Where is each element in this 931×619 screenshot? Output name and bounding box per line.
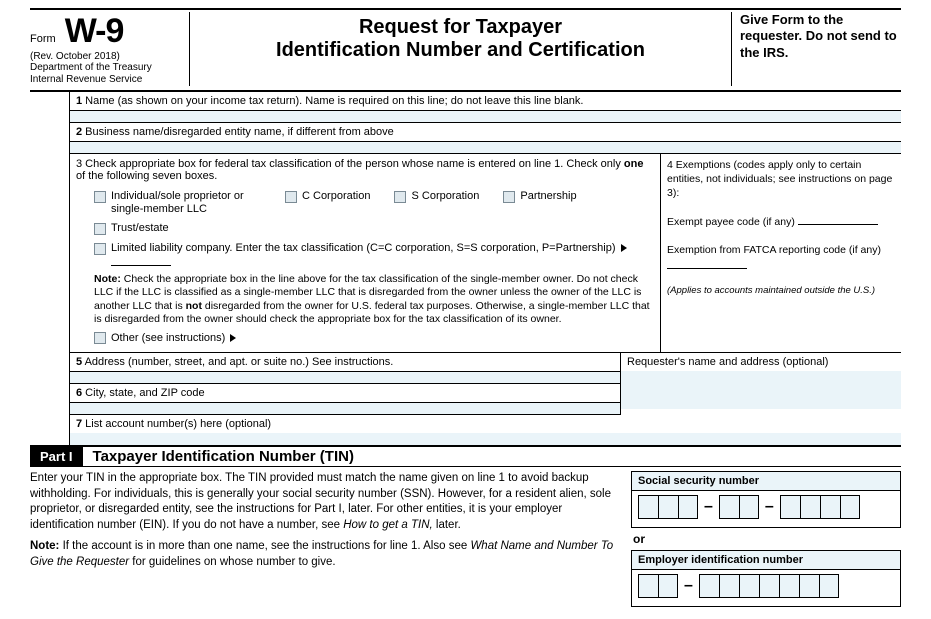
ssn-input[interactable]: – – [632,491,900,527]
line-2: 2 Business name/disregarded entity name,… [70,123,901,142]
part-1-header: Part I Taxpayer Identification Number (T… [30,445,901,467]
checkbox-other[interactable] [94,332,106,344]
form-code: W-9 [65,12,124,50]
line-7-input[interactable] [70,433,901,445]
form-header: Form W-9 (Rev. October 2018) Department … [30,12,901,92]
line-1-input[interactable] [70,111,901,123]
line-2-input[interactable] [70,142,901,154]
ssn-box: Social security number – – [631,471,901,528]
ein-box: Employer identification number – [631,550,901,607]
checkbox-trust[interactable] [94,223,106,235]
dept-line1: Department of the Treasury [30,62,181,74]
triangle-icon [621,244,627,252]
checkbox-llc[interactable] [94,243,106,255]
line-3: 3 Check appropriate box for federal tax … [70,154,661,352]
exempt-payee-input[interactable] [798,213,878,225]
checkbox-individual[interactable] [94,191,106,203]
line-7: 7 List account number(s) here (optional) [70,415,901,433]
requester-input[interactable] [621,371,901,409]
dept-line2: Internal Revenue Service [30,74,181,86]
title-line1: Request for Taxpayer [200,16,721,39]
line-4: 4 Exemptions (codes apply only to certai… [661,154,901,352]
header-instruction: Give Form to the requester. Do not send … [731,12,901,86]
triangle-icon [230,334,236,342]
fatca-input[interactable] [667,257,747,269]
tin-instructions: Enter your TIN in the appropriate box. T… [30,471,615,611]
ein-input[interactable]: – [632,570,900,606]
checkbox-partnership[interactable] [503,191,515,203]
checkbox-scorp[interactable] [394,191,406,203]
form-word: Form [30,33,56,45]
title-line2: Identification Number and Certification [200,39,721,62]
line-6: 6 City, state, and ZIP code [70,384,620,403]
side-instructions [30,92,70,445]
revision: (Rev. October 2018) [30,51,181,62]
requester-label: Requester's name and address (optional) [621,353,901,371]
line-1: 1 Name (as shown on your income tax retu… [70,92,901,111]
llc-class-input[interactable] [111,254,171,266]
line-6-input[interactable] [70,403,620,415]
checkbox-ccorp[interactable] [285,191,297,203]
line-5-input[interactable] [70,372,620,384]
line-5: 5 Address (number, street, and apt. or s… [70,353,620,372]
